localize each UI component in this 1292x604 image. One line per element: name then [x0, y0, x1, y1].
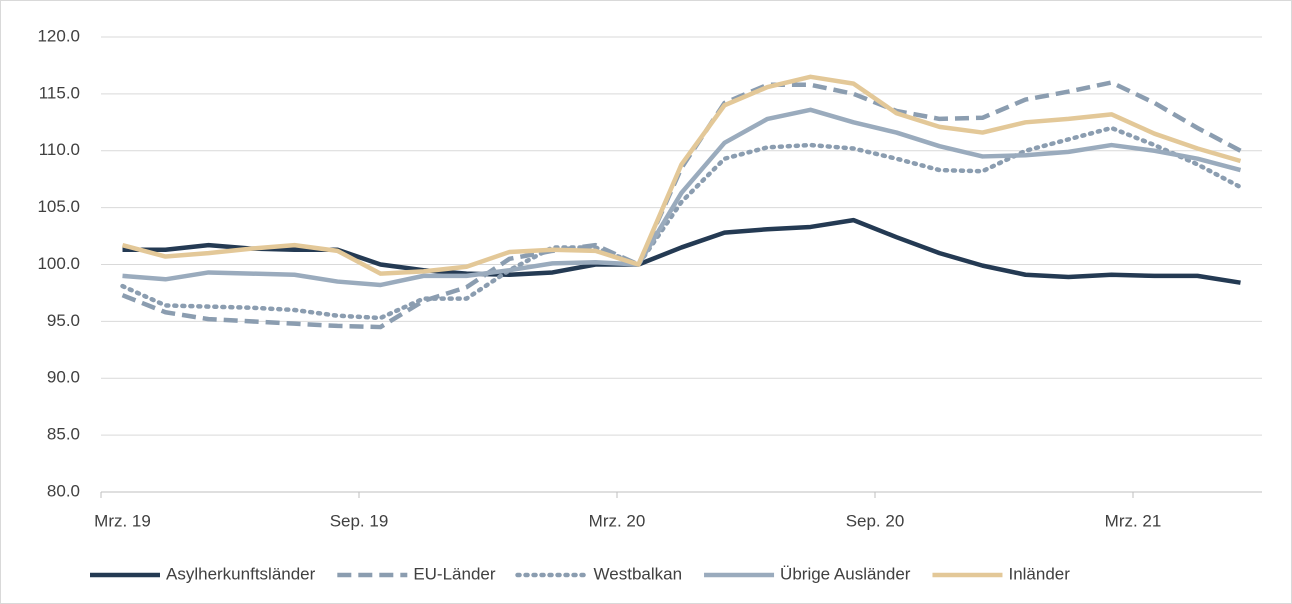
y-tick-label: 95.0	[47, 311, 80, 330]
y-tick-label: 80.0	[47, 481, 80, 500]
series-line	[122, 217, 1241, 285]
series-line	[121, 80, 1242, 330]
y-tick-label: 115.0	[39, 83, 80, 102]
y-tick-label: 100.0	[37, 254, 80, 273]
x-tick-label: Mrz. 19	[94, 511, 151, 530]
y-tick-label: 85.0	[47, 425, 80, 444]
series-line	[120, 125, 1243, 321]
y-tick-label: 120.0	[37, 26, 80, 45]
legend-label: Übrige Ausländer	[780, 564, 911, 583]
legend-label: EU-Länder	[413, 564, 496, 583]
x-tick-label: Sep. 19	[330, 511, 389, 530]
y-tick-label: 90.0	[47, 368, 80, 387]
legend-label: Westbalkan	[594, 564, 683, 583]
y-tick-label: 105.0	[37, 197, 80, 216]
series-line	[121, 74, 1242, 276]
legend-label: Asylherkunftsländer	[166, 564, 316, 583]
x-tick-label: Mrz. 20	[589, 511, 646, 530]
x-tick-label: Sep. 20	[846, 511, 905, 530]
y-tick-label: 110.0	[39, 140, 80, 159]
series-line	[122, 107, 1242, 288]
legend-label: Inländer	[1008, 564, 1070, 583]
x-tick-label: Mrz. 21	[1105, 511, 1162, 530]
